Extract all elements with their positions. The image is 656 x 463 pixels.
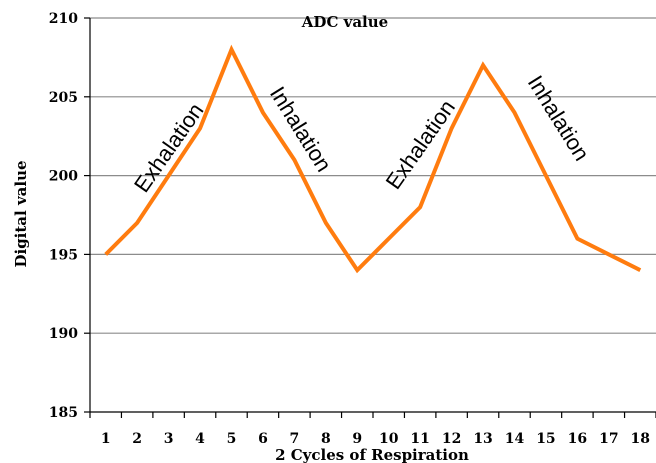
x-tick-label: 15 — [536, 431, 555, 447]
x-tick-label: 5 — [227, 431, 237, 447]
annotation-label: Exhalation — [129, 98, 208, 197]
x-tick-label: 9 — [352, 431, 362, 447]
axes — [84, 17, 656, 418]
y-axis-title: Digital value — [12, 160, 30, 267]
y-tick-label: 205 — [49, 90, 78, 106]
x-axis-title: 2 Cycles of Respiration — [275, 446, 469, 463]
series-line-0 — [104, 44, 642, 274]
chart-title: ADC value — [301, 13, 388, 31]
y-tick-label: 190 — [49, 326, 78, 342]
x-tick-label: 10 — [379, 431, 399, 447]
y-tick-label: 185 — [49, 405, 78, 421]
x-tick-label: 3 — [164, 431, 174, 447]
x-tick-label: 17 — [599, 431, 618, 447]
x-tick-label: 16 — [568, 431, 587, 447]
x-tick-label: 2 — [132, 431, 142, 447]
annotation-label: Exhalation — [381, 95, 460, 194]
x-tick-label: 6 — [258, 431, 268, 447]
x-tick-label: 13 — [473, 431, 492, 447]
x-tick-label: 7 — [290, 431, 300, 447]
x-tick-label: 8 — [321, 431, 331, 447]
y-tick-label: 200 — [49, 169, 78, 185]
x-tick-label: 1 — [101, 431, 111, 447]
x-tick-label: 14 — [505, 431, 525, 447]
y-tick-labels: 185 190 195 200 205 210 — [49, 11, 78, 421]
x-tick-label: 4 — [195, 431, 205, 447]
y-tick-label: 195 — [49, 247, 78, 263]
x-tick-label: 11 — [410, 431, 429, 447]
y-tick-label: 210 — [49, 11, 78, 27]
gridlines — [90, 17, 656, 334]
x-tick-label: 12 — [442, 431, 461, 447]
series-layer — [104, 44, 642, 274]
x-tick-label: 18 — [631, 431, 650, 447]
x-tick-labels: 1 2 3 4 5 6 7 8 9 10 11 12 13 14 15 16 17 18 — [101, 431, 650, 447]
